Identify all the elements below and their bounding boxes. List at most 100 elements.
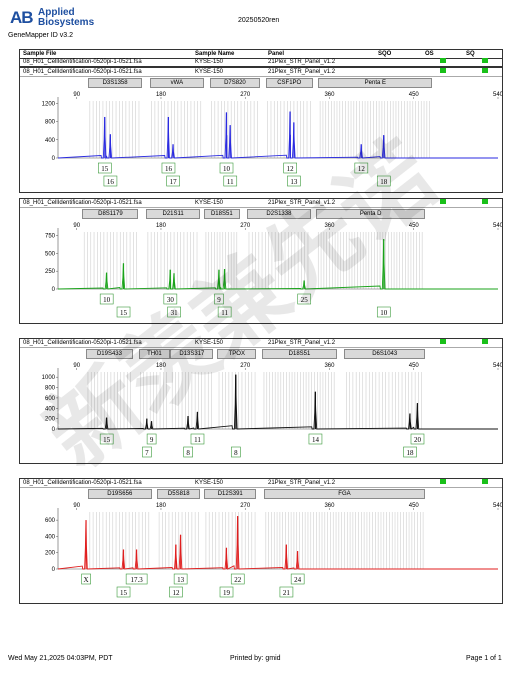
panel-sample-name: KYSE-150 — [195, 480, 224, 486]
x-tick-label: 180 — [156, 92, 167, 98]
x-tick-label: 180 — [156, 363, 167, 369]
panel-name: 21Plex_STR_Panel_v1.2 — [268, 480, 336, 486]
header-sample-file: 08_H01_CellIdentification-0520pi-1-0521.… — [23, 59, 142, 65]
allele-label: 31 — [171, 309, 179, 317]
allele-label-box — [410, 433, 425, 445]
allele-label-box — [308, 433, 323, 445]
x-tick-label: 360 — [324, 363, 335, 369]
marker-d2s1338[interactable]: D2S1338 — [247, 209, 311, 219]
y-tick-label: 400 — [45, 138, 56, 144]
x-tick-label: 360 — [324, 92, 335, 98]
allele-label: 12 — [287, 165, 295, 173]
allele-label: 15 — [120, 309, 128, 317]
allele-bins — [89, 512, 424, 569]
marker-d5s818[interactable]: D5S818 — [157, 489, 201, 499]
marker-csf1po[interactable]: CSF1PO — [265, 78, 313, 88]
x-tick-label: 90 — [73, 92, 80, 98]
marker-d7s820[interactable]: D7S820 — [209, 78, 261, 88]
panel-name: 21Plex_STR_Panel_v1.2 — [268, 340, 336, 346]
os-quality-flag — [440, 479, 446, 484]
printed-by: Printed by: gmid — [230, 655, 281, 662]
col-os: OS — [425, 51, 434, 57]
allele-label: 13 — [177, 576, 185, 584]
allele-label: 10 — [223, 165, 231, 173]
x-tick-label: 180 — [156, 503, 167, 509]
x-tick-label: 90 — [73, 223, 80, 229]
allele-label-box — [219, 586, 234, 598]
allele-label-box — [354, 162, 369, 174]
marker-d19s656[interactable]: D19S656 — [87, 489, 152, 499]
x-tick-label: 180 — [156, 223, 167, 229]
allele-label-box — [287, 175, 301, 187]
x-tick-label: 270 — [240, 503, 251, 509]
marker-d3s1358[interactable]: D3S1358 — [87, 78, 143, 88]
marker-penta-e[interactable]: Penta E — [318, 78, 433, 88]
logo-mark: AB — [10, 8, 34, 27]
allele-label: 7 — [145, 449, 149, 457]
plot-blue: 90 180 270 360 450 540 0 400 800 1200 15 16 16 17 10 11… — [42, 92, 502, 187]
panel-sample-file: 08_H01_CellIdentification-0520pi-1-0521.… — [23, 340, 142, 346]
y-tick-label: 800 — [45, 120, 56, 126]
allele-label-box — [167, 306, 181, 318]
allele-label-box — [231, 446, 241, 458]
x-tick-label: 540 — [493, 223, 502, 229]
marker-d12s391[interactable]: D12S391 — [204, 489, 257, 499]
allele-label-box — [103, 175, 118, 187]
panel-sample-name: KYSE-150 — [195, 69, 224, 75]
allele-label: 11 — [221, 309, 228, 317]
header-sample-name: KYSE-150 — [195, 59, 224, 65]
marker-bar: D3S1358 vWA D7S820 CSF1PO Penta E — [20, 78, 502, 88]
y-tick-label: 0 — [52, 427, 56, 433]
allele-label-box — [163, 293, 178, 305]
x-tick-label: 450 — [409, 92, 420, 98]
marker-d18s51[interactable]: D18S51 — [204, 209, 240, 219]
software-version: GeneMapper ID v3.2 — [8, 32, 73, 39]
plot-black: 90 180 270 360 450 54002004006008001000157981… — [42, 363, 502, 458]
marker-bar: D19S433 TH01 D13S317 TPOX D18S51 D6S1043 — [20, 349, 502, 359]
marker-fga[interactable]: FGA — [263, 489, 425, 499]
allele-label: 13 — [290, 178, 298, 186]
panel-info-row: 08_H01_CellIdentification-0520pi-1-0521.… — [20, 339, 502, 348]
marker-d18s51[interactable]: D18S51 — [262, 349, 337, 359]
col-sample-file: Sample File — [23, 51, 57, 57]
panel-sample-name: KYSE-150 — [195, 340, 224, 346]
x-tick-label: 90 — [73, 503, 80, 509]
panel-name: 21Plex_STR_Panel_v1.2 — [268, 69, 336, 75]
allele-label-box — [190, 433, 205, 445]
header-sample-row: 08_H01_CellIdentification-0520pi-1-0521.… — [20, 58, 502, 66]
sq-quality-flag — [482, 58, 488, 63]
marker-th01[interactable]: TH01 — [138, 349, 171, 359]
marker-penta-d[interactable]: Penta D — [316, 209, 425, 219]
allele-label-box — [142, 446, 152, 458]
x-tick-label: 450 — [409, 363, 420, 369]
panel-sample-file: 08_H01_CellIdentification-0520pi-1-0521.… — [23, 69, 142, 75]
allele-label-box — [116, 586, 131, 598]
allele-label: 10 — [103, 296, 111, 304]
marker-vwa[interactable]: vWA — [149, 78, 205, 88]
allele-label: 21 — [283, 589, 291, 597]
os-quality-flag — [440, 58, 446, 63]
marker-bar: D19S656 D5S818 D12S391 FGA — [20, 489, 502, 499]
marker-d19s433[interactable]: D19S433 — [86, 349, 133, 359]
y-tick-label: 600 — [45, 396, 56, 402]
x-tick-label: 540 — [493, 92, 502, 98]
marker-tpox[interactable]: TPOX — [217, 349, 257, 359]
allele-label: 12 — [172, 589, 180, 597]
allele-label-box — [376, 175, 391, 187]
os-quality-flag — [440, 68, 446, 73]
marker-d6s1043[interactable]: D6S1043 — [344, 349, 425, 359]
allele-label: 16 — [107, 178, 115, 186]
logo-line-2: Biosystems — [38, 17, 95, 28]
header-columns: Sample File Sample Name Panel SQO OS SQ — [20, 50, 502, 59]
page-number: Page 1 of 1 — [466, 655, 502, 662]
signal-trace-blue — [57, 111, 498, 160]
marker-d8s1179[interactable]: D8S1179 — [82, 209, 139, 219]
panel-info-row: 08_H01_CellIdentification-0520pi-1-0521.… — [20, 199, 502, 208]
marker-d13s317[interactable]: D13S317 — [170, 349, 214, 359]
allele-label: 22 — [234, 576, 242, 584]
col-panel: Panel — [268, 51, 285, 57]
marker-d21s11[interactable]: D21S11 — [146, 209, 201, 219]
allele-label-box — [99, 293, 114, 305]
allele-label: 25 — [301, 296, 309, 304]
